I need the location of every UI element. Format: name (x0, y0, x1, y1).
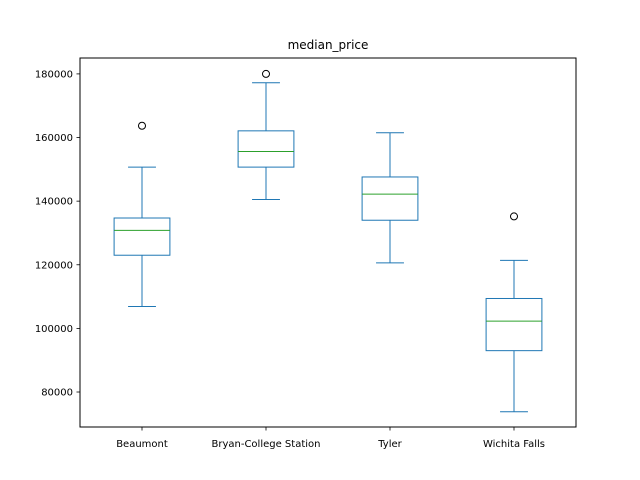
box-series (113, 69, 543, 413)
box-iqr (237, 130, 295, 168)
y-tick-label: 80000 (41, 388, 73, 399)
outlier-point (262, 69, 270, 78)
y-tick-label: 180000 (35, 69, 73, 80)
x-axis: Beaumont Bryan-College Station Tyler Wichit… (116, 427, 545, 450)
y-axis: 80000 100000 120000 140000 160000 180000 (35, 69, 80, 399)
box-group (237, 69, 295, 201)
box-iqr (361, 176, 419, 221)
box-group (361, 132, 419, 264)
box-group (485, 212, 543, 413)
plot-frame (79, 57, 577, 428)
chart-title: median_price (288, 38, 369, 52)
y-tick-label: 160000 (35, 133, 73, 144)
outlier-point (510, 212, 518, 221)
outlier-point (138, 121, 146, 130)
y-tick-label: 120000 (35, 260, 73, 271)
x-tick-label: Tyler (377, 439, 402, 450)
x-tick-label: Bryan-College Station (211, 439, 320, 450)
x-tick-label: Beaumont (116, 439, 168, 450)
y-tick-label: 140000 (35, 197, 73, 208)
x-tick-label: Wichita Falls (483, 439, 545, 450)
box-iqr (113, 217, 171, 256)
y-tick-label: 100000 (35, 324, 73, 335)
box-group (113, 121, 171, 307)
box-iqr (485, 297, 543, 352)
